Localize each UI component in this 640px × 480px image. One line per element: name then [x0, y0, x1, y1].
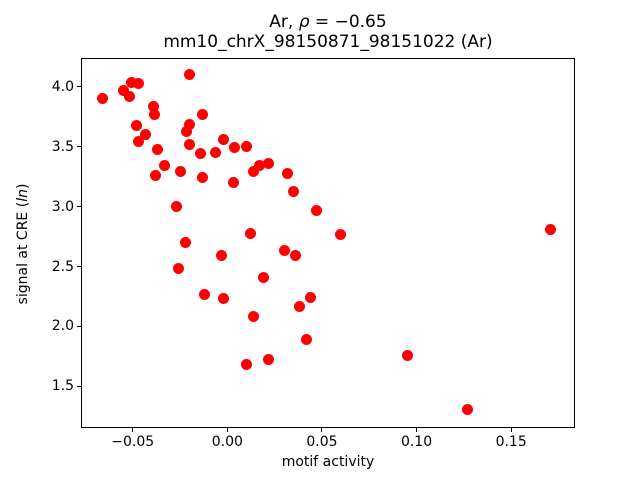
- x-tick-label: 0.15: [495, 434, 527, 450]
- data-point: [197, 108, 209, 120]
- x-tick-label: 0.10: [400, 434, 433, 450]
- y-axis-label-suffix: ): [15, 183, 31, 190]
- plot-area: −0.05 0.00 0.05 0.10 0.15 1.5 2.0 2.5 3.0 3.5 4.0: [52, 58, 575, 450]
- y-tick-label: 3.5: [51, 138, 74, 155]
- data-point: [545, 223, 557, 235]
- x-tick: [226, 428, 228, 432]
- data-point: [151, 143, 163, 155]
- data-point: [229, 142, 241, 154]
- data-point: [282, 167, 294, 179]
- data-point: [183, 69, 195, 81]
- data-point: [159, 160, 171, 172]
- data-point: [248, 311, 260, 323]
- data-point: [149, 170, 161, 182]
- x-tick: [132, 428, 134, 432]
- data-point: [126, 76, 138, 88]
- data-point: [174, 166, 186, 178]
- data-point: [96, 93, 108, 105]
- data-point: [195, 148, 207, 160]
- data-point: [132, 77, 144, 89]
- data-point: [289, 250, 301, 262]
- y-tick-label: 3.0: [51, 198, 74, 215]
- data-point: [335, 228, 347, 240]
- data-point: [130, 119, 142, 131]
- data-point: [244, 227, 256, 239]
- x-tick: [321, 428, 323, 432]
- y-tick: [77, 325, 81, 327]
- y-tick-label: 4.0: [51, 78, 74, 95]
- y-tick: [77, 206, 81, 208]
- data-point: [210, 147, 222, 159]
- y-axis-label-ln: ln: [15, 189, 31, 202]
- data-point: [216, 250, 228, 262]
- data-point: [148, 108, 160, 120]
- chart-title-prefix: Ar,: [269, 12, 299, 32]
- data-point: [199, 288, 211, 300]
- data-point: [240, 359, 252, 371]
- data-point: [288, 185, 300, 197]
- data-point: [197, 172, 209, 184]
- data-point: [148, 100, 160, 112]
- y-tick-label: 2.0: [51, 318, 74, 335]
- y-tick: [77, 385, 81, 387]
- data-point: [263, 158, 275, 170]
- data-point: [240, 141, 252, 153]
- data-point: [183, 118, 195, 130]
- data-point: [253, 160, 265, 172]
- data-point: [218, 134, 230, 146]
- data-point: [310, 204, 322, 216]
- data-point: [278, 245, 290, 257]
- data-point: [248, 166, 260, 178]
- x-tick-label: −0.05: [111, 434, 155, 450]
- x-axis-label: motif activity: [281, 454, 375, 470]
- data-point: [132, 136, 144, 148]
- data-point: [117, 84, 129, 96]
- x-tick: [416, 428, 418, 432]
- chart-title: Ar, ρ = −0.65: [81, 13, 575, 32]
- y-tick: [77, 146, 81, 148]
- y-tick-label: 1.5: [51, 378, 74, 395]
- data-point: [293, 300, 305, 312]
- data-point: [305, 292, 317, 304]
- data-point: [227, 177, 239, 189]
- y-tick: [77, 266, 81, 268]
- chart-title-value: = −0.65: [309, 12, 387, 32]
- data-point: [301, 334, 313, 346]
- x-tick-label: 0.05: [306, 434, 338, 450]
- data-point: [263, 354, 275, 366]
- y-tick-label: 2.5: [51, 258, 74, 275]
- data-point: [462, 403, 474, 415]
- data-point: [401, 349, 413, 361]
- data-point: [124, 90, 136, 102]
- data-point: [183, 138, 195, 150]
- x-tick: [510, 428, 512, 432]
- data-point: [180, 237, 192, 249]
- data-point: [181, 125, 193, 137]
- data-point: [170, 201, 182, 213]
- y-axis-label: signal at CRE (ln): [15, 164, 31, 324]
- rho-symbol: ρ: [298, 12, 310, 32]
- y-axis-label-prefix: signal at CRE (: [15, 201, 31, 305]
- data-point: [218, 293, 230, 305]
- x-tick-label: 0.00: [211, 434, 243, 450]
- data-point: [140, 129, 152, 141]
- data-point: [172, 263, 184, 275]
- y-tick: [77, 86, 81, 88]
- chart-subtitle: mm10_chrX_98150871_98151022 (Ar): [163, 32, 493, 52]
- data-point: [257, 271, 269, 283]
